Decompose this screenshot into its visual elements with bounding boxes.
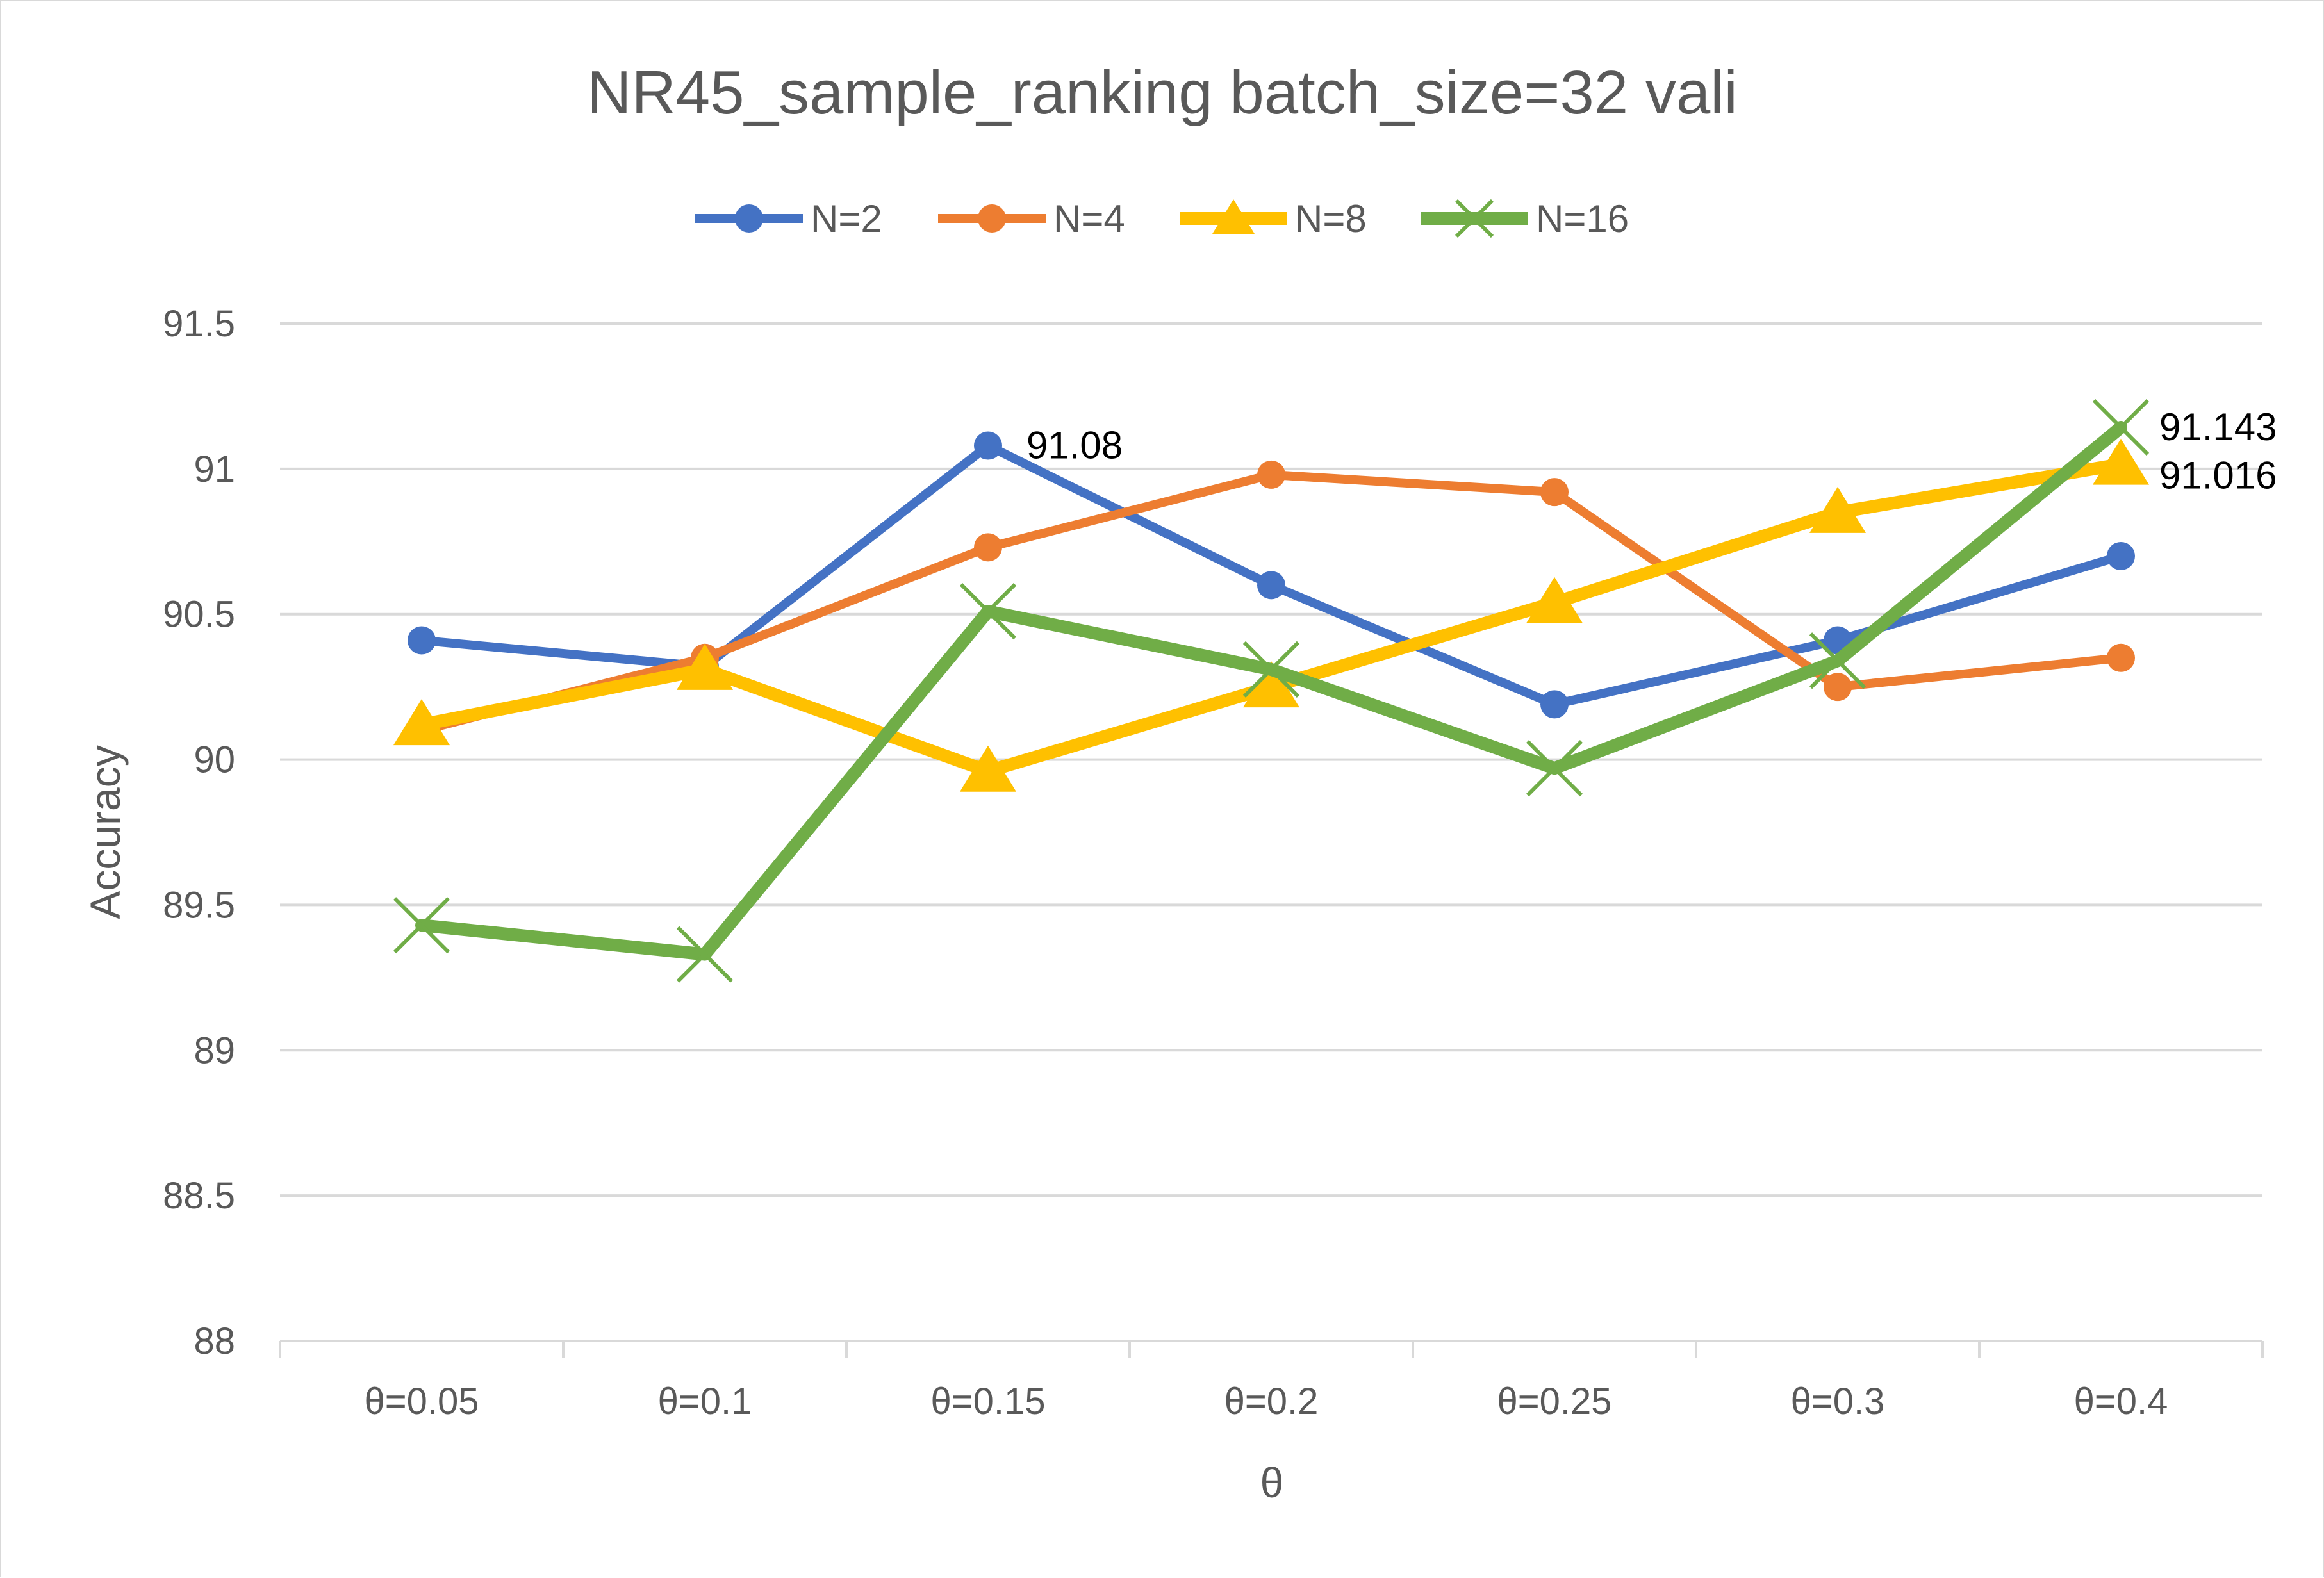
legend-label: N=2 (811, 197, 882, 240)
legend-label: N=4 (1053, 197, 1125, 240)
x-tick-label: θ=0.15 (930, 1381, 1045, 1422)
data-point (978, 204, 1006, 233)
data-label: 91.08 (1026, 424, 1123, 467)
legend: N=2 N=4 N=8 N=16 (695, 197, 1629, 240)
data-label: 91.143 (2159, 406, 2277, 448)
series-N=16 (393, 399, 2150, 983)
data-point (393, 897, 450, 954)
data-point (1212, 199, 1255, 234)
data-point (974, 533, 1002, 562)
data-point (735, 204, 763, 233)
data-label: 91.016 (2159, 454, 2277, 497)
legend-item-N=8: N=8 (1180, 197, 1367, 240)
data-point (2107, 643, 2135, 672)
data-point (1242, 641, 1300, 698)
y-tick-label: 88 (194, 1320, 235, 1362)
y-tick-label: 88.5 (163, 1175, 235, 1217)
data-point (2107, 541, 2135, 570)
data-point (974, 431, 1002, 460)
x-tick-label: θ=0.2 (1224, 1381, 1319, 1422)
data-point (1526, 740, 1583, 797)
legend-label: N=16 (1536, 197, 1629, 240)
x-tick-label: θ=0.3 (1791, 1381, 1885, 1422)
x-tick-label: θ=0.25 (1497, 1381, 1611, 1422)
data-point (1257, 571, 1285, 600)
data-point (1243, 661, 1299, 708)
x-axis-ticks: θ=0.05 θ=0.1 θ=0.15 θ=0.2 θ=0.25 θ=0.3 θ=0.4 (364, 1381, 2168, 1422)
data-point (1455, 199, 1494, 238)
y-tick-label: 89.5 (163, 884, 235, 926)
data-point (676, 926, 734, 983)
legend-item-N=4: N=4 (938, 197, 1125, 240)
y-tick-label: 90.5 (163, 594, 235, 636)
data-point (1809, 486, 1866, 533)
x-tick-label: θ=0.1 (658, 1381, 752, 1422)
series-N=8 (393, 438, 2149, 792)
x-axis-title: θ (1260, 1459, 1284, 1506)
y-tick-label: 90 (194, 739, 235, 781)
legend-label: N=8 (1295, 197, 1367, 240)
y-tick-label: 89 (194, 1030, 235, 1071)
data-point (1540, 690, 1569, 719)
data-point (2093, 438, 2149, 485)
y-axis-ticks: 88 88.5 89 89.5 90 90.5 91 91.5 (163, 303, 235, 1362)
data-point (1257, 460, 1285, 489)
x-tick-label: θ=0.4 (2074, 1381, 2168, 1422)
legend-item-N=2: N=2 (695, 197, 882, 240)
x-axis (279, 1340, 2264, 1358)
x-tick-label: θ=0.05 (364, 1381, 479, 1422)
y-tick-label: 91 (194, 448, 235, 490)
data-point (959, 583, 1017, 640)
series-lines (393, 399, 2150, 983)
data-point (1809, 632, 1867, 689)
series-line (415, 457, 2127, 778)
data-point (960, 745, 1016, 792)
data-point (1824, 673, 1852, 702)
data-labels: 91.08 91.143 91.016 (1026, 406, 2277, 497)
data-point (408, 626, 436, 655)
data-point (393, 699, 450, 746)
gridlines (280, 322, 2262, 1197)
data-point (677, 643, 733, 690)
data-point (1540, 478, 1569, 507)
chart-title: NR45_sample_ranking batch_size=32 vali (587, 58, 1738, 127)
legend-item-N=16: N=16 (1421, 197, 1629, 240)
data-point (2092, 399, 2150, 456)
data-point (1526, 577, 1583, 623)
y-tick-label: 91.5 (163, 303, 235, 345)
y-axis-title: Accuracy (81, 745, 129, 919)
